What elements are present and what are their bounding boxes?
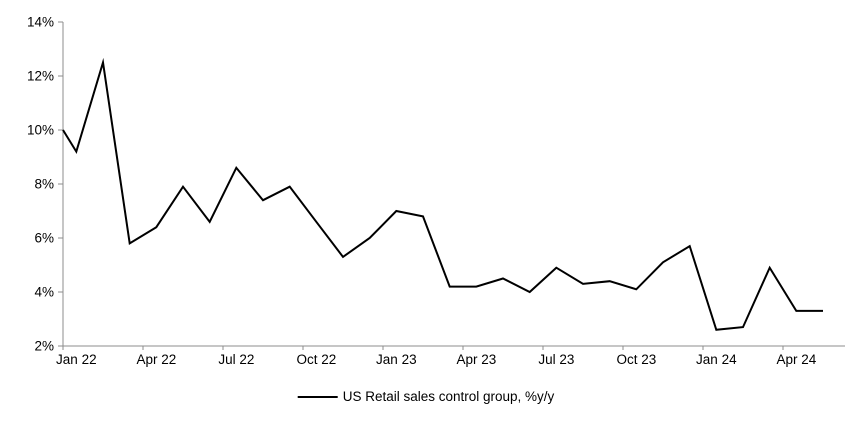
x-tick-label: Jan 24 [696,352,737,367]
x-tick-label: Apr 24 [776,352,816,367]
y-tick-label: 12% [27,69,54,84]
x-tick-label: Oct 23 [616,352,656,367]
y-tick-label: 10% [27,123,54,138]
x-tick-label: Jan 23 [376,352,417,367]
y-tick-label: 6% [34,231,54,246]
x-tick-label: Apr 23 [456,352,496,367]
x-tick-label: Apr 22 [136,352,176,367]
y-tick-label: 4% [34,285,54,300]
x-tick-label: Jul 22 [218,352,254,367]
legend: US Retail sales control group, %y/y [297,389,555,404]
y-tick-label: 14% [27,15,54,30]
y-tick-label: 2% [34,339,54,354]
x-tick-label: Oct 22 [296,352,336,367]
data-line-us-retail-sales-control-group [62,57,823,331]
legend-label: US Retail sales control group, %y/y [342,389,555,404]
legend-line-sample [297,395,338,398]
x-tick-label: Jan 22 [56,352,97,367]
x-tick-label: Jul 23 [538,352,574,367]
y-tick-label: 8% [34,177,54,192]
